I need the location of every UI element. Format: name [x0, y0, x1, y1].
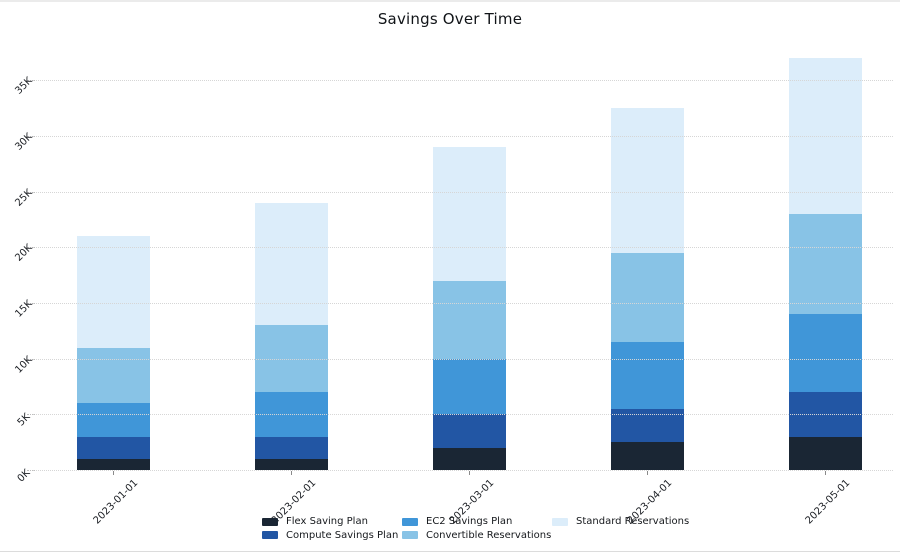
x-tick-mark [113, 471, 114, 475]
bar-segment-standard-reservations [788, 57, 862, 214]
legend-item-label: Flex Saving Plan [286, 516, 368, 528]
bar-segment-convertible-reservations [788, 213, 862, 315]
bar-segment-standard-reservations [76, 236, 150, 348]
bar-segment-compute-savings-plan [432, 414, 506, 448]
legend-column: Standard Reservations [552, 515, 712, 529]
y-tick-mark [27, 302, 35, 304]
gridline-35K [33, 80, 893, 82]
y-tick-label: 15K [13, 298, 35, 320]
gridline-15K [33, 302, 893, 304]
legend-item-label: Compute Savings Plan [286, 529, 399, 541]
y-tick-label: 30K [13, 131, 35, 153]
legend-item-label: Standard Reservations [576, 516, 690, 528]
bar-2023-01-01 [76, 236, 150, 470]
bar-2023-05-01 [788, 57, 862, 470]
legend-column: EC2 Savings Plan Convertible Reservations [402, 515, 552, 542]
bar-segment-ec2-savings-plan [788, 314, 862, 392]
bar-segment-convertible-reservations [432, 280, 506, 359]
bar-segment-ec2-savings-plan [610, 341, 684, 409]
bar-segment-ec2-savings-plan [254, 392, 328, 437]
legend-swatch-icon [402, 517, 418, 526]
gridline-0K [33, 470, 893, 471]
bar-segment-flex-saving-plan [254, 458, 328, 470]
x-tick-mark [825, 471, 826, 475]
bar-segment-compute-savings-plan [610, 408, 684, 443]
y-tick-label: 25K [13, 186, 35, 209]
bar-segment-standard-reservations [432, 147, 506, 281]
bar-2023-03-01 [432, 147, 506, 470]
legend-item-ec2-savings-plan: EC2 Savings Plan [402, 515, 552, 529]
bar-segment-ec2-savings-plan [76, 403, 150, 437]
bar-segment-convertible-reservations [76, 347, 150, 404]
chart-legend: Flex Saving Plan Compute Savings Plan EC2 … [262, 515, 712, 542]
bar-segment-compute-savings-plan [788, 392, 862, 437]
bar-segment-standard-reservations [254, 202, 328, 326]
y-tick-mark [27, 191, 35, 193]
y-tick-mark [27, 247, 35, 249]
y-tick-mark [27, 80, 35, 82]
x-tick-mark [647, 471, 648, 475]
bar-segment-ec2-savings-plan [432, 358, 506, 415]
bar-segment-flex-saving-plan [788, 436, 862, 470]
y-tick-mark [27, 414, 35, 416]
bar-segment-standard-reservations [610, 108, 684, 253]
bar-segment-convertible-reservations [610, 252, 684, 342]
bar-segment-compute-savings-plan [254, 436, 328, 459]
bar-segment-compute-savings-plan [76, 436, 150, 459]
y-tick-label: 10K [13, 353, 35, 376]
legend-swatch-icon [262, 531, 278, 540]
x-tick-mark [469, 471, 470, 475]
legend-item-flex-saving-plan: Flex Saving Plan [262, 515, 402, 529]
legend-swatch-icon [262, 517, 278, 526]
bar-2023-04-01 [610, 108, 684, 470]
bar-segment-flex-saving-plan [610, 442, 684, 470]
legend-item-standard-reservations: Standard Reservations [552, 515, 712, 529]
legend-item-label: EC2 Savings Plan [426, 516, 513, 528]
bar-segment-flex-saving-plan [432, 447, 506, 470]
legend-item-label: Convertible Reservations [426, 529, 552, 541]
legend-swatch-icon [402, 531, 418, 540]
gridline-10K [33, 358, 893, 360]
y-tick-label: 20K [13, 242, 35, 264]
chart-title: Savings Over Time [377, 10, 523, 28]
legend-item-convertible-reservations: Convertible Reservations [402, 529, 552, 543]
y-tick-mark [27, 135, 35, 137]
y-tick-label: 35K [13, 75, 35, 97]
gridline-30K [33, 135, 893, 137]
gridline-5K [33, 414, 893, 416]
legend-swatch-icon [552, 517, 568, 526]
y-tick-mark [27, 358, 35, 360]
bar-segment-flex-saving-plan [76, 458, 150, 470]
legend-item-compute-savings-plan: Compute Savings Plan [262, 529, 402, 543]
legend-column: Flex Saving Plan Compute Savings Plan [262, 515, 402, 542]
bar-2023-02-01 [254, 202, 328, 470]
gridline-25K [33, 191, 893, 193]
y-tick-mark [27, 470, 35, 471]
x-tick-label: 2023-05-01 [803, 477, 853, 527]
x-tick-label: 2023-01-01 [91, 477, 141, 527]
x-tick-mark [291, 471, 292, 475]
gridline-20K [33, 247, 893, 249]
